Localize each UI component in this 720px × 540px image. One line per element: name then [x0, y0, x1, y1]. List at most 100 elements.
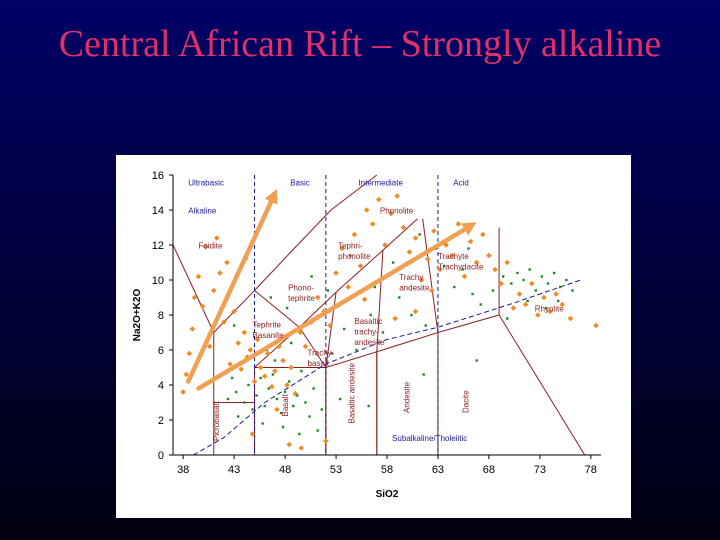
data-point-orange [231, 308, 237, 315]
data-point-green [326, 289, 330, 292]
data-point-orange [235, 340, 242, 346]
data-point-orange [241, 329, 248, 336]
data-point-green [234, 390, 238, 394]
field-label-vertical: Picrobasalt [212, 401, 221, 441]
alkaline-divide [193, 279, 581, 456]
data-point-green [279, 411, 283, 415]
data-point-orange [406, 249, 413, 255]
field-label-vertical: Dacite [462, 390, 471, 413]
data-point-orange [323, 438, 329, 444]
y-tick-label: 4 [158, 380, 164, 392]
data-point-orange [191, 294, 198, 301]
data-point-orange [467, 238, 474, 245]
data-point-orange [276, 343, 282, 350]
data-point-green [516, 271, 519, 275]
data-point-orange [333, 270, 339, 276]
data-point-green [263, 404, 266, 408]
data-point-green [230, 376, 234, 380]
field-label: basalt [308, 359, 330, 368]
y-tick-label: 16 [152, 170, 164, 182]
data-point-green [546, 282, 550, 285]
data-point-orange [195, 273, 202, 280]
slide-title: Central African Rift – Strongly alkaline [58, 23, 662, 65]
data-point-green [506, 317, 509, 320]
data-point-orange [286, 441, 292, 448]
data-point-green [304, 401, 307, 404]
data-point-orange [369, 221, 376, 227]
data-point-green [259, 376, 262, 380]
field-label-vertical: Basaltic andesite [347, 362, 356, 423]
field-label: Tephri- [338, 242, 363, 251]
tas-chart: Ultrabasic Basic Intermediate Acid Alkaline S… [132, 170, 601, 500]
data-point-orange [202, 243, 209, 250]
data-point-orange [522, 301, 529, 308]
data-point-orange [251, 378, 258, 385]
data-point-green [300, 369, 303, 373]
field-label-vertical: Andesite [402, 381, 411, 413]
data-point-green [552, 271, 556, 275]
data-point-green [418, 233, 421, 236]
data-points [180, 193, 599, 451]
data-point-orange [388, 210, 394, 217]
data-point-green [255, 394, 258, 397]
y-tick-label: 14 [152, 205, 164, 217]
data-point-orange [224, 259, 230, 266]
data-point-green [292, 404, 295, 408]
y-tick-label: 6 [158, 345, 164, 357]
data-point-green [391, 261, 395, 264]
data-point-orange [247, 347, 254, 353]
data-point-green [369, 313, 372, 317]
data-point-orange [498, 280, 504, 287]
data-point-orange [206, 343, 213, 350]
data-point-green [330, 352, 334, 355]
field-label: Rhyolite [535, 305, 564, 314]
data-point-orange [269, 383, 275, 390]
data-point-green [232, 324, 236, 327]
data-point-orange [272, 368, 278, 374]
data-point-green [381, 331, 385, 334]
x-tick-label: 43 [228, 464, 240, 476]
data-point-green [373, 285, 376, 289]
data-point-green [534, 289, 537, 292]
data-point-orange [443, 242, 449, 248]
data-point-orange [547, 308, 553, 315]
data-point-orange [516, 291, 523, 297]
field-label: trachy- [354, 327, 379, 336]
field-label: Basanite [252, 331, 284, 340]
data-point-orange [180, 389, 186, 395]
x-tick-label: 63 [432, 464, 444, 476]
data-point-orange [214, 235, 220, 241]
field-label: Phonolite [380, 207, 414, 216]
chart-panel: Ultrabasic Basic Intermediate Acid Alkaline S… [116, 155, 631, 518]
data-point-orange [431, 228, 437, 234]
data-point-orange [424, 256, 431, 262]
data-point-green [290, 341, 293, 345]
data-point-green [501, 275, 505, 278]
category-label: Basic [290, 179, 310, 188]
data-point-green [283, 390, 287, 394]
x-tick-label: 48 [279, 464, 291, 476]
data-point-green [453, 285, 456, 289]
data-point-orange [528, 280, 535, 287]
field-label: Basaltic [354, 317, 382, 326]
data-point-orange [284, 382, 290, 388]
data-point-orange [264, 350, 271, 357]
data-point-orange [376, 196, 382, 203]
data-point-green [491, 289, 495, 292]
data-point-green [367, 404, 370, 408]
data-point-orange [400, 224, 407, 231]
data-point-orange [257, 364, 264, 371]
data-point-green [410, 313, 413, 317]
data-point-orange [479, 231, 486, 238]
trend-arrow-shaft [186, 199, 274, 384]
data-point-orange [345, 284, 352, 290]
data-point-orange [363, 207, 370, 213]
x-tick-label: 38 [177, 464, 189, 476]
data-point-green [296, 394, 299, 397]
y-tick-label: 0 [158, 450, 164, 462]
data-point-green [247, 383, 250, 387]
data-point-green [349, 254, 352, 257]
category-label: Intermediate [358, 179, 403, 188]
data-point-orange [510, 305, 517, 311]
data-point-orange [492, 266, 498, 273]
